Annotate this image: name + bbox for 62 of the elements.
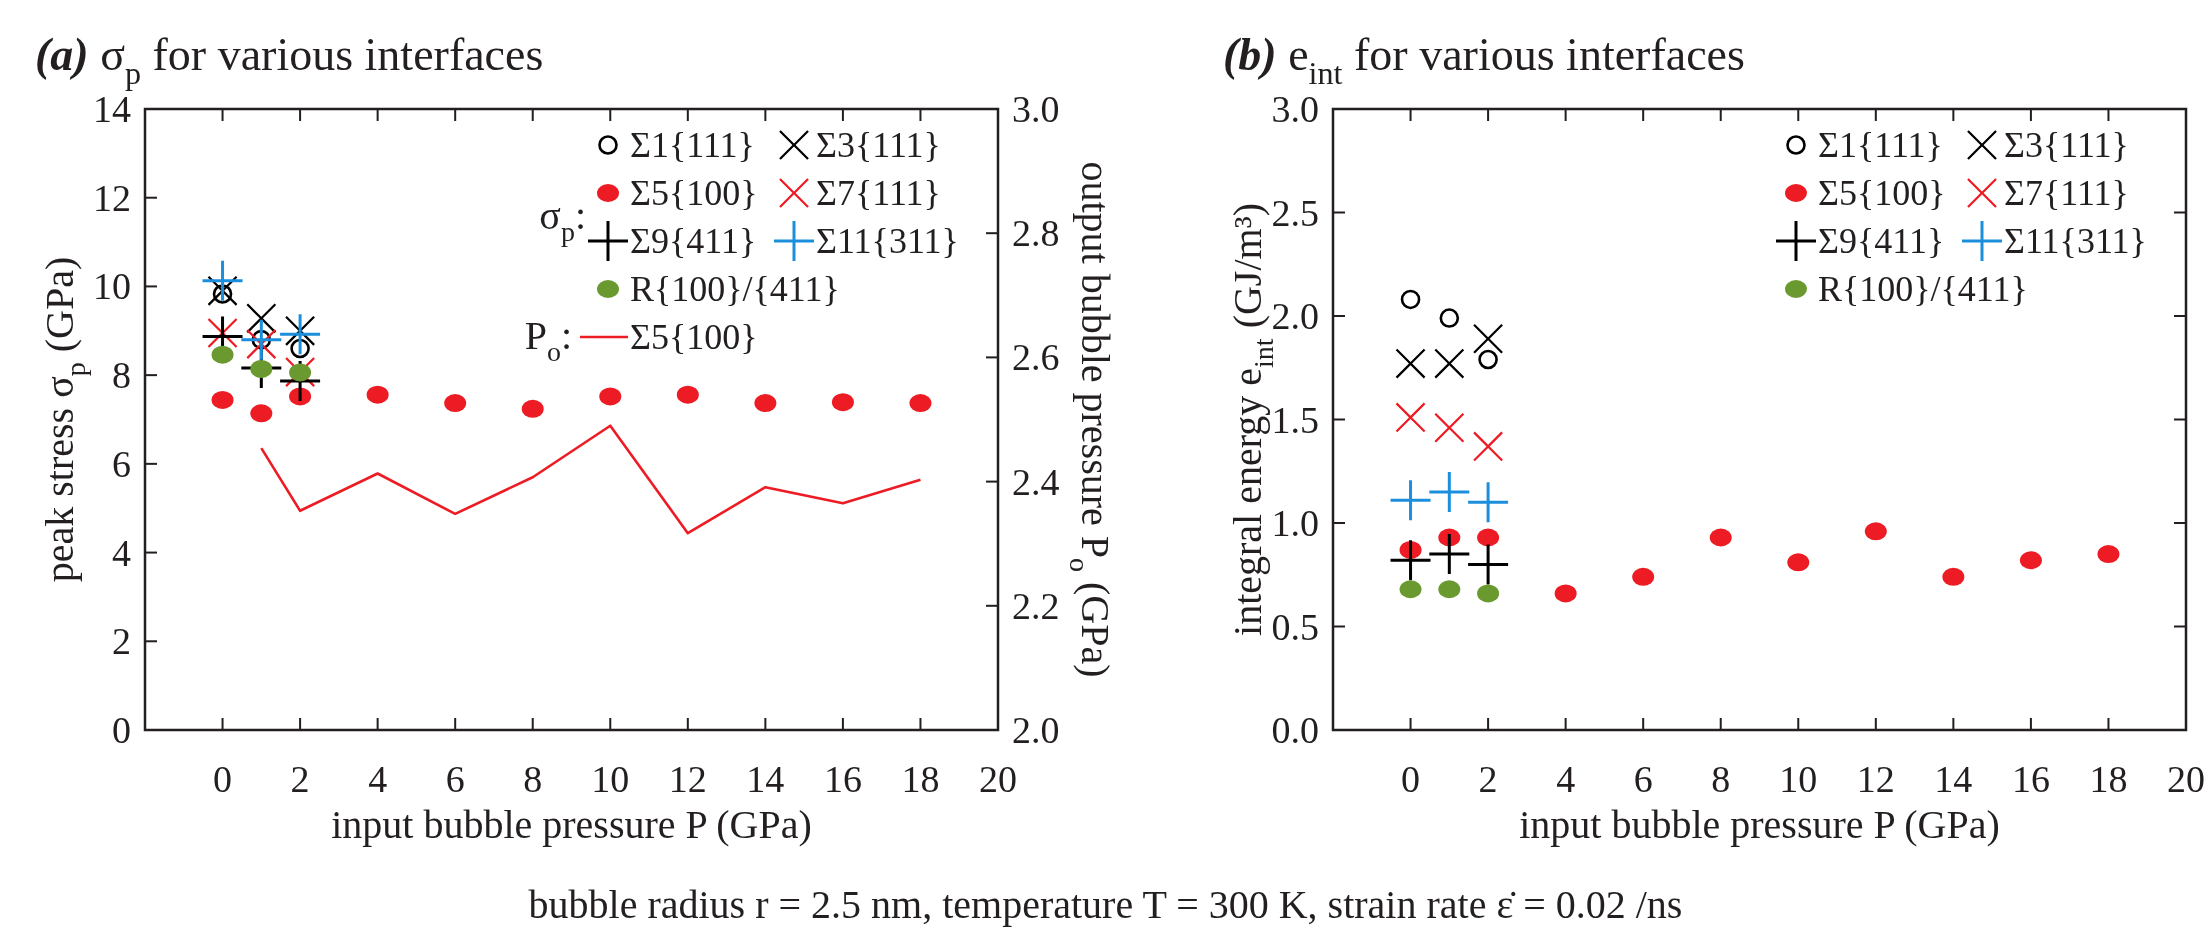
y-tick-label: 12 bbox=[93, 176, 131, 219]
x-tick-label: 18 bbox=[2089, 758, 2128, 800]
y2-tick-label: 2.2 bbox=[1012, 584, 1060, 627]
y2-tick-label: 2.0 bbox=[1012, 709, 1060, 751]
y-tick-label: 6 bbox=[112, 442, 131, 485]
legend-label: R{100}/{411} bbox=[630, 269, 840, 309]
y-tick-label: 0.0 bbox=[1271, 709, 1319, 751]
x-tick-label: 10 bbox=[1779, 758, 1818, 800]
legend-label: Σ9{411} bbox=[1818, 221, 1945, 261]
y2-tick-label: 2.8 bbox=[1012, 212, 1060, 255]
x-tick-label: 12 bbox=[1856, 758, 1895, 800]
x-tick-label: 4 bbox=[368, 758, 388, 800]
legend-label: Σ1{111} bbox=[1818, 125, 1943, 165]
y-tick-label: 8 bbox=[112, 354, 131, 397]
legend-label: Σ7{111} bbox=[816, 173, 941, 213]
legend-label: R{100}/{411} bbox=[1818, 269, 2028, 309]
x-tick-label: 14 bbox=[746, 758, 785, 800]
legend-label: Σ11{311} bbox=[816, 221, 959, 261]
x-axis-title: input bubble pressure P (GPa) bbox=[1519, 802, 2000, 847]
annotation: σ$_{p}$: bbox=[539, 193, 586, 247]
legend-label: Σ7{111} bbox=[2004, 173, 2129, 213]
legend-label: Σ5{100} bbox=[1818, 173, 1946, 213]
x-tick-label: 0 bbox=[213, 758, 233, 800]
x-tick-label: 12 bbox=[668, 758, 707, 800]
chart-title: (b) e$_{int}$ for various interfaces bbox=[1223, 29, 1745, 91]
y-tick-label: 10 bbox=[93, 265, 131, 308]
x-tick-label: 6 bbox=[1633, 758, 1653, 800]
y-tick-label: 0 bbox=[112, 709, 131, 751]
x-axis-title: input bubble pressure P (GPa) bbox=[331, 802, 812, 847]
x-tick-label: 20 bbox=[979, 758, 1017, 800]
x-tick-label: 10 bbox=[591, 758, 630, 800]
x-tick-label: 4 bbox=[1556, 758, 1576, 800]
y-tick-label: 1.5 bbox=[1271, 398, 1319, 441]
legend-label: Σ3{111} bbox=[816, 125, 941, 165]
x-tick-label: 2 bbox=[1478, 758, 1498, 800]
x-tick-label: 16 bbox=[2011, 758, 2050, 800]
y-tick-label: 4 bbox=[112, 531, 131, 574]
x-tick-label: 14 bbox=[1934, 758, 1973, 800]
y-tick-label: 1.0 bbox=[1271, 502, 1319, 544]
x-tick-label: 18 bbox=[901, 758, 940, 800]
y2-tick-label: 2.6 bbox=[1012, 336, 1060, 379]
y-tick-label: 3.0 bbox=[1271, 88, 1319, 130]
y-tick-label: 2.0 bbox=[1271, 295, 1319, 337]
y-tick-label: 2 bbox=[112, 620, 131, 663]
x-tick-label: 20 bbox=[2167, 758, 2205, 800]
legend-label: Σ5{100} bbox=[630, 317, 758, 357]
x-tick-label: 8 bbox=[523, 758, 543, 800]
x-tick-label: 16 bbox=[823, 758, 862, 800]
legend-label: Σ9{411} bbox=[630, 221, 757, 261]
legend-label: Σ11{311} bbox=[2004, 221, 2147, 261]
text: bubble radius r = 2.5 nm, temperature T = 300 K, strain rate ε̇ = 0.02 /ns bbox=[528, 882, 1683, 927]
legend-label: Σ1{111} bbox=[630, 125, 755, 165]
x-tick-label: 6 bbox=[445, 758, 465, 800]
annotation: P$_{o}$: bbox=[524, 313, 572, 367]
legend-label: Σ3{111} bbox=[2004, 125, 2129, 165]
y-tick-label: 2.5 bbox=[1271, 191, 1319, 234]
y2-tick-label: 2.4 bbox=[1012, 460, 1060, 503]
y2-tick-label: 3.0 bbox=[1012, 88, 1060, 130]
x-tick-label: 8 bbox=[1711, 758, 1731, 800]
legend-label: Σ5{100} bbox=[630, 173, 758, 213]
x-tick-label: 0 bbox=[1401, 758, 1421, 800]
x-tick-label: 2 bbox=[290, 758, 310, 800]
